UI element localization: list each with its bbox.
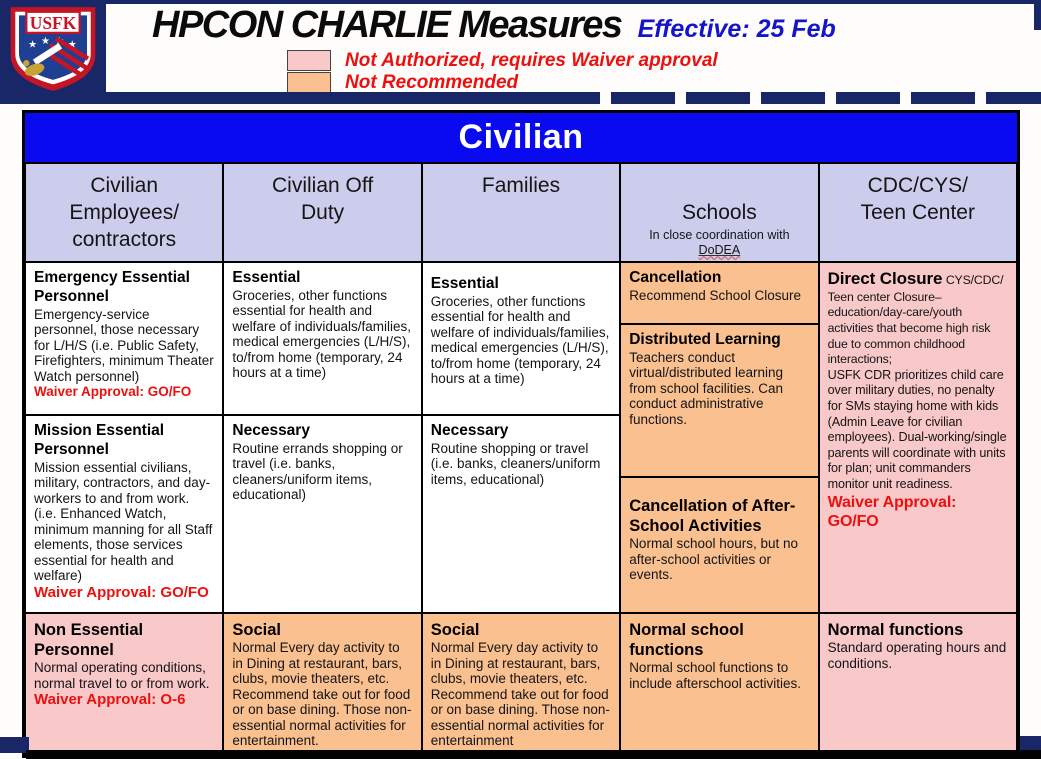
- cell-non-essential-personnel: Non Essential Personnel Normal operating…: [25, 613, 224, 755]
- cell-heading: Essential: [232, 269, 301, 286]
- table-body: Emergency Essential Personnel Emergency-…: [25, 262, 1017, 755]
- cell-heading: Non Essential Personnel: [34, 621, 144, 660]
- schools-label: Schools: [682, 200, 757, 224]
- cell-offduty-essential: Essential Groceries, other functions ess…: [223, 262, 422, 415]
- not-authorized-swatch: [287, 50, 331, 71]
- cell-body: Routine errands shopping or travel (i.e.…: [232, 440, 403, 503]
- col-header-civilian-off-duty: Civilian Off Duty: [223, 163, 422, 262]
- svg-text:★: ★: [68, 40, 77, 51]
- cell-heading: Social: [430, 621, 480, 639]
- cell-heading: Necessary: [232, 422, 310, 439]
- waiver-approval: Waiver Approval: GO/FO: [827, 493, 957, 530]
- cell-families-social: Social Normal Every day activity to in D…: [421, 613, 621, 755]
- cell-families-essential: Essential Groceries, other functions ess…: [421, 262, 621, 415]
- dashed-divider-bar: [0, 92, 1041, 104]
- cell-cdc-direct-closure: Direct Closure CYS/CDC/ Teen center Clos…: [818, 262, 1017, 613]
- cell-heading: Social: [232, 621, 281, 639]
- cell-body: Teachers conduct virtual/distributed lea…: [629, 349, 784, 427]
- cell-heading-note: CYS/CDC/ Teen center Closure–education/d…: [827, 273, 1004, 367]
- legend-item-not-recommended: Not Recommended: [287, 72, 718, 95]
- effective-date: Effective: 25 Feb: [637, 15, 836, 43]
- col-header-families: Families: [421, 163, 621, 262]
- schools-sub-label: In close coordination with DoDEA: [621, 228, 817, 259]
- cell-schools-cancellation: Cancellation Recommend School Closure: [620, 262, 819, 324]
- cell-body: Mission essential civilians, military, c…: [34, 459, 213, 584]
- cell-cdc-normal-functions: Normal functions Standard operating hour…: [818, 613, 1017, 755]
- cell-offduty-necessary: Necessary Routine errands shopping or tr…: [223, 415, 422, 613]
- bottom-border-bar: [26, 750, 1041, 759]
- waiver-approval: Waiver Approval: GO/FO: [34, 384, 192, 400]
- cell-emergency-essential-personnel: Emergency Essential Personnel Emergency-…: [25, 262, 224, 415]
- top-border-line: [0, 0, 1041, 4]
- column-header-row: Civilian Employees/ contractors Civilian…: [25, 163, 1017, 262]
- cell-body: Routine shopping or travel (i.e. banks, …: [430, 440, 601, 487]
- cell-body: Groceries, other functions essential for…: [232, 287, 411, 381]
- cell-heading: Distributed Learning: [629, 331, 781, 348]
- cell-body: Normal Every day activity to in Dining a…: [430, 640, 610, 749]
- civilian-measures-table: Civilian Civilian Employees/ contractors…: [22, 110, 1020, 758]
- cell-families-necessary: Necessary Routine shopping or travel (i.…: [421, 415, 621, 613]
- cell-body: Normal school hours, but no after-school…: [629, 536, 799, 583]
- cell-heading: Normal school functions: [629, 621, 744, 660]
- waiver-approval: Waiver Approval: GO/FO: [34, 583, 209, 601]
- page-title: HPCON CHARLIE Measures Effective: 25 Feb: [152, 4, 836, 47]
- table-title: Civilian: [25, 113, 1017, 163]
- cell-body: Normal operating conditions, normal trav…: [34, 660, 210, 691]
- not-recommended-label: Not Recommended: [345, 72, 519, 93]
- cell-heading: Normal functions: [827, 621, 964, 639]
- not-authorized-label: Not Authorized, requires Waiver approval: [345, 50, 718, 71]
- color-legend: Not Authorized, requires Waiver approval…: [287, 50, 718, 96]
- usfk-shield-icon: USFK ★ ★ ★ ★: [10, 7, 96, 91]
- cell-schools-normal-functions: Normal school functions Normal school fu…: [620, 613, 819, 755]
- schools-sub-text: In close coordination with: [649, 227, 790, 242]
- cell-body: Standard operating hours and conditions.: [827, 640, 1007, 671]
- cell-heading: Cancellation: [629, 269, 722, 286]
- cell-body: Emergency-service personnel, those neces…: [34, 306, 214, 384]
- cell-heading: Emergency Essential Personnel: [34, 269, 190, 305]
- title-text: HPCON CHARLIE Measures: [152, 4, 623, 46]
- legend-item-not-authorized: Not Authorized, requires Waiver approval: [287, 50, 718, 71]
- waiver-approval: Waiver Approval: O-6: [34, 691, 186, 709]
- cell-body: Recommend School Closure: [629, 287, 802, 303]
- cell-offduty-social: Social Normal Every day activity to in D…: [223, 613, 422, 755]
- svg-text:USFK: USFK: [30, 13, 77, 33]
- cell-heading: Cancellation of After-School Activities: [629, 497, 796, 536]
- cell-heading: Essential: [430, 275, 499, 292]
- cell-heading: Direct Closure: [827, 269, 943, 288]
- cell-body: Normal school functions to include after…: [629, 660, 802, 691]
- col-header-schools: Schools In close coordination with DoDEA: [620, 163, 819, 262]
- top-right-border-dash: [1034, 0, 1041, 30]
- bottom-left-border-dash: [0, 737, 29, 753]
- cell-body: USFK CDR prioritizes child care over mil…: [827, 367, 1007, 492]
- cell-schools-distributed-learning: Distributed Learning Teachers conduct vi…: [620, 324, 819, 477]
- cell-heading: Necessary: [430, 422, 509, 439]
- col-header-civilian-employees: Civilian Employees/ contractors: [25, 163, 224, 262]
- cell-body: Normal Every day activity to in Dining a…: [232, 640, 412, 749]
- usfk-logo: USFK ★ ★ ★ ★: [0, 0, 106, 96]
- dodea-link: DoDEA: [698, 243, 741, 258]
- cell-schools-cancellation-after-school: Cancellation of After-School Activities …: [620, 477, 819, 613]
- cell-heading: Mission Essential Personnel: [34, 422, 165, 458]
- svg-text:★: ★: [41, 36, 50, 47]
- svg-text:★: ★: [28, 40, 37, 51]
- col-header-cdc-cys-teen-center: CDC/CYS/ Teen Center: [818, 163, 1017, 262]
- cell-mission-essential-personnel: Mission Essential Personnel Mission esse…: [25, 415, 224, 613]
- cell-body: Groceries, other functions essential for…: [430, 293, 610, 387]
